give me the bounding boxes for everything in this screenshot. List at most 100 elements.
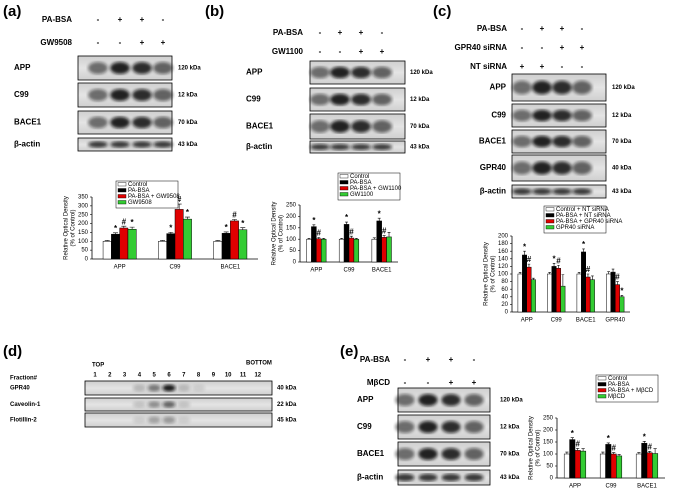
significance-mark: * (225, 223, 229, 232)
blot-label: β-actin (357, 473, 383, 482)
blot-band (351, 66, 371, 79)
error-bar (611, 268, 615, 273)
blot-band (132, 141, 152, 148)
blot-band (512, 109, 532, 122)
y-tick-label: 100 (286, 237, 297, 243)
blot-band (177, 401, 191, 408)
treatment-sign: + (359, 28, 364, 37)
blot-band (572, 161, 592, 175)
legend-label: PA-BSA + MβCD (608, 388, 654, 394)
bar (551, 266, 557, 313)
significance-mark: # (382, 227, 387, 236)
y-tick-label: 300 (78, 203, 89, 209)
bar (174, 209, 184, 260)
y-tick-label: 200 (78, 221, 89, 227)
legend-swatch (545, 213, 555, 218)
error-bar (129, 226, 135, 230)
significance-mark: # (556, 256, 561, 265)
treatment-sign: - (561, 62, 564, 71)
fraction-number: 2 (108, 373, 112, 379)
y-tick-label: 60 (501, 287, 508, 293)
treatment-sign: - (581, 62, 584, 71)
legend-swatch (597, 394, 607, 399)
blot-label: BACE1 (246, 122, 274, 131)
y-tick-label: 50 (546, 464, 553, 470)
blot-size: 120 kDa (410, 70, 433, 76)
blot-band (330, 66, 350, 79)
error-bar (240, 227, 246, 230)
legend-swatch (597, 382, 607, 387)
blot-label: BACE1 (357, 449, 385, 458)
legend-box (595, 374, 659, 403)
y-tick-label: 0 (505, 310, 509, 316)
blot-size: 45 kDa (277, 418, 297, 424)
error-bar (576, 448, 580, 451)
blot-band (132, 401, 146, 408)
fraction-number: 10 (225, 373, 232, 379)
treatment-sign: - (427, 378, 430, 387)
error-bar (372, 237, 376, 240)
error-bar (620, 294, 624, 297)
treatment-sign: - (119, 38, 122, 47)
error-bar (518, 272, 522, 274)
treatment-sign: - (339, 47, 342, 56)
y-tick-label: 160 (498, 249, 509, 255)
significance-mark: # (615, 273, 620, 282)
significance-mark: # (527, 255, 532, 264)
error-bar (582, 248, 585, 252)
error-bar (354, 237, 358, 240)
legend-label: Control (128, 182, 147, 188)
blot-size: 43 kDa (500, 475, 520, 481)
treatment-sign: - (473, 355, 476, 364)
error-bar (648, 451, 652, 453)
fraction-number: 7 (182, 373, 186, 379)
error-bar (565, 451, 569, 454)
legend-box (115, 180, 179, 209)
blot-band (351, 120, 371, 133)
error-bar (561, 274, 565, 287)
blot-band (395, 473, 415, 482)
bar (581, 251, 587, 313)
fraction-number: 11 (240, 373, 247, 379)
bar (348, 237, 355, 263)
significance-mark: * (552, 254, 556, 263)
blot-band (512, 161, 532, 175)
top-label: TOP (92, 363, 104, 369)
y-axis-label: Relative Optical Density (484, 242, 490, 306)
y-tick-label: 150 (543, 440, 554, 446)
blot-band (147, 401, 161, 408)
bar (119, 227, 129, 260)
legend-swatch (597, 376, 607, 381)
treatment-sign: + (540, 24, 545, 33)
error-bar (160, 240, 166, 242)
blot-band (330, 120, 350, 133)
blot-band (464, 421, 484, 433)
error-bar (606, 442, 610, 445)
y-tick-label: 0 (550, 476, 554, 482)
treatment-name: GW9508 (40, 38, 72, 47)
blot-size: 40 kDa (612, 166, 632, 172)
bar (526, 266, 532, 313)
blot-size: 70 kDa (500, 452, 520, 458)
error-bar (231, 219, 237, 221)
bar (589, 279, 595, 313)
bar (517, 273, 523, 313)
significance-mark: * (607, 434, 611, 443)
legend-label: GW9508 (128, 200, 152, 206)
error-bar (616, 281, 619, 285)
treatment-sign: - (404, 378, 407, 387)
error-bar (527, 263, 531, 268)
x-tick-label: C99 (169, 265, 181, 271)
treatment-sign: + (472, 378, 477, 387)
bar (547, 273, 553, 313)
x-tick-label: BACE1 (576, 318, 596, 324)
blot-band (372, 144, 392, 150)
blot-band (532, 161, 552, 175)
x-tick-label: BACE1 (372, 268, 392, 274)
bar (221, 233, 231, 260)
blot-band (372, 66, 392, 79)
significance-mark: # (611, 444, 616, 453)
significance-mark: * (131, 218, 135, 227)
error-bar (653, 448, 657, 454)
blot-band (532, 109, 552, 122)
